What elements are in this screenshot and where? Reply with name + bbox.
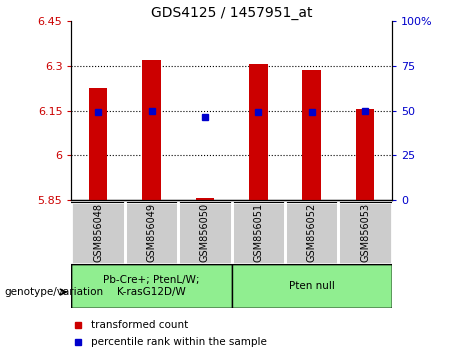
Bar	[178, 202, 231, 264]
Bar	[142, 60, 161, 200]
Bar	[125, 202, 178, 264]
Bar	[71, 264, 231, 308]
Text: GSM856050: GSM856050	[200, 203, 210, 262]
Text: GSM856051: GSM856051	[254, 203, 263, 262]
Bar	[71, 202, 125, 264]
Bar	[89, 88, 107, 200]
Bar	[249, 64, 268, 200]
Text: percentile rank within the sample: percentile rank within the sample	[91, 337, 266, 347]
Text: genotype/variation: genotype/variation	[5, 287, 104, 297]
Bar	[356, 109, 374, 200]
Title: GDS4125 / 1457951_at: GDS4125 / 1457951_at	[151, 6, 313, 20]
Text: transformed count: transformed count	[91, 320, 188, 330]
Text: GSM856049: GSM856049	[147, 203, 157, 262]
Text: GSM856053: GSM856053	[360, 203, 370, 262]
Text: GSM856052: GSM856052	[307, 203, 317, 262]
Bar	[231, 264, 392, 308]
Bar	[231, 202, 285, 264]
Bar	[195, 198, 214, 200]
Bar	[338, 202, 392, 264]
Bar	[285, 202, 338, 264]
Text: Pten null: Pten null	[289, 281, 335, 291]
Text: GSM856048: GSM856048	[93, 203, 103, 262]
Bar	[302, 70, 321, 200]
Text: Pb-Cre+; PtenL/W;
K-rasG12D/W: Pb-Cre+; PtenL/W; K-rasG12D/W	[103, 275, 200, 297]
